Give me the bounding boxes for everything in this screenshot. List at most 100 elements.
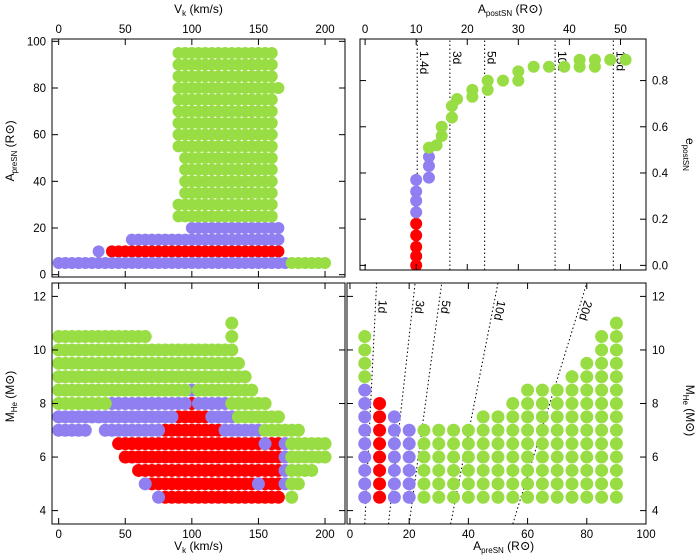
point-green xyxy=(98,397,112,410)
point-green xyxy=(535,410,549,424)
point-red xyxy=(373,490,387,504)
y-label-tail: ) xyxy=(3,120,17,124)
point-green xyxy=(595,330,609,344)
point-green xyxy=(319,257,332,269)
x-label-unit: (km/s) xyxy=(186,539,223,553)
point-blue xyxy=(402,463,416,477)
point-green xyxy=(595,370,609,384)
point-blue xyxy=(358,463,372,477)
x-label-tail: ) xyxy=(530,539,534,553)
point-green xyxy=(447,437,461,451)
y-label-main: e xyxy=(683,138,697,145)
y-tick-label: 0.0 xyxy=(652,260,668,272)
point-green xyxy=(430,139,443,152)
y-tick-label: 100 xyxy=(27,36,46,48)
point-green xyxy=(580,450,594,464)
point-green xyxy=(506,397,520,410)
point-red xyxy=(410,250,423,263)
point-blue xyxy=(251,477,265,491)
x-tick-label: 80 xyxy=(580,529,593,541)
point-green xyxy=(527,60,540,73)
point-green xyxy=(447,490,461,504)
point-green xyxy=(595,490,609,504)
x-tick-label: 30 xyxy=(512,24,525,36)
x-axis-label: Vk (km/s) xyxy=(174,539,223,555)
point-green xyxy=(476,437,490,451)
point-green xyxy=(265,140,278,153)
point-green xyxy=(535,437,549,451)
point-green xyxy=(580,463,594,477)
y-label-main: M xyxy=(683,385,697,395)
point-green xyxy=(481,83,494,96)
point-blue xyxy=(152,423,166,437)
x-label-unit: (km/s) xyxy=(186,2,223,16)
point-green xyxy=(565,463,579,477)
point-green xyxy=(417,477,431,491)
y-label-sub: He xyxy=(681,395,690,406)
point-green xyxy=(258,397,272,410)
sun-icon-group: ) xyxy=(3,120,17,134)
x-label-sub: preSN xyxy=(481,546,504,555)
point-green xyxy=(461,437,475,451)
point-green xyxy=(265,117,278,129)
point-blue xyxy=(387,463,401,477)
x-label-sub: postSN xyxy=(486,9,512,18)
point-blue xyxy=(358,490,372,504)
y-label-tail: ) xyxy=(3,371,17,375)
point-blue xyxy=(387,437,401,451)
point-green xyxy=(535,477,549,491)
point-green xyxy=(461,423,475,437)
point-green xyxy=(609,437,623,451)
point-green xyxy=(609,343,623,357)
sun-icon-group: ) xyxy=(3,371,17,384)
point-green xyxy=(580,477,594,491)
point-blue xyxy=(387,450,401,464)
point-blue xyxy=(178,397,192,410)
point-green xyxy=(580,383,594,397)
point-green xyxy=(358,356,372,370)
point-green xyxy=(285,490,299,504)
point-green xyxy=(432,450,446,464)
point-green xyxy=(491,410,505,424)
point-green xyxy=(609,397,623,410)
point-blue xyxy=(272,233,285,246)
point-green xyxy=(265,187,278,199)
point-green xyxy=(512,74,525,87)
point-blue xyxy=(410,173,423,186)
y-tick-label: 12 xyxy=(33,291,46,303)
point-blue xyxy=(387,410,401,424)
x-label-main: A xyxy=(478,2,486,16)
point-green xyxy=(565,370,579,384)
point-blue xyxy=(422,150,435,163)
point-green xyxy=(550,477,564,491)
point-green xyxy=(580,423,594,437)
point-green xyxy=(580,437,594,451)
sun-icon xyxy=(6,125,14,134)
point-green xyxy=(550,383,564,397)
point-blue xyxy=(387,490,401,504)
period-label: 1.4d xyxy=(417,51,431,74)
point-green xyxy=(609,356,623,370)
point-green xyxy=(580,356,594,370)
point-green xyxy=(609,330,623,344)
point-green xyxy=(265,93,278,106)
x-tick-label: 100 xyxy=(636,529,655,541)
point-blue xyxy=(402,477,416,491)
point-red xyxy=(373,397,387,410)
y-tick-label: 60 xyxy=(33,130,46,142)
point-blue xyxy=(358,410,372,424)
x-label-unit: (R xyxy=(512,2,528,16)
y-tick-label: 4 xyxy=(652,506,659,518)
point-green xyxy=(535,423,549,437)
chart-vk-mhe: 0 50 100 150 200 4 6 8 10 12 Vk (km/s) MHe (M) xyxy=(3,282,346,555)
point-green xyxy=(265,105,278,118)
plot-frame xyxy=(359,38,647,271)
x-tick-label: 200 xyxy=(315,529,334,541)
point-green xyxy=(595,450,609,464)
y-tick-label: 6 xyxy=(652,452,658,464)
y-label-tail: ) xyxy=(683,432,697,436)
point-green xyxy=(521,450,535,464)
point-blue xyxy=(410,206,423,219)
x-tick-label: 40 xyxy=(462,529,475,541)
